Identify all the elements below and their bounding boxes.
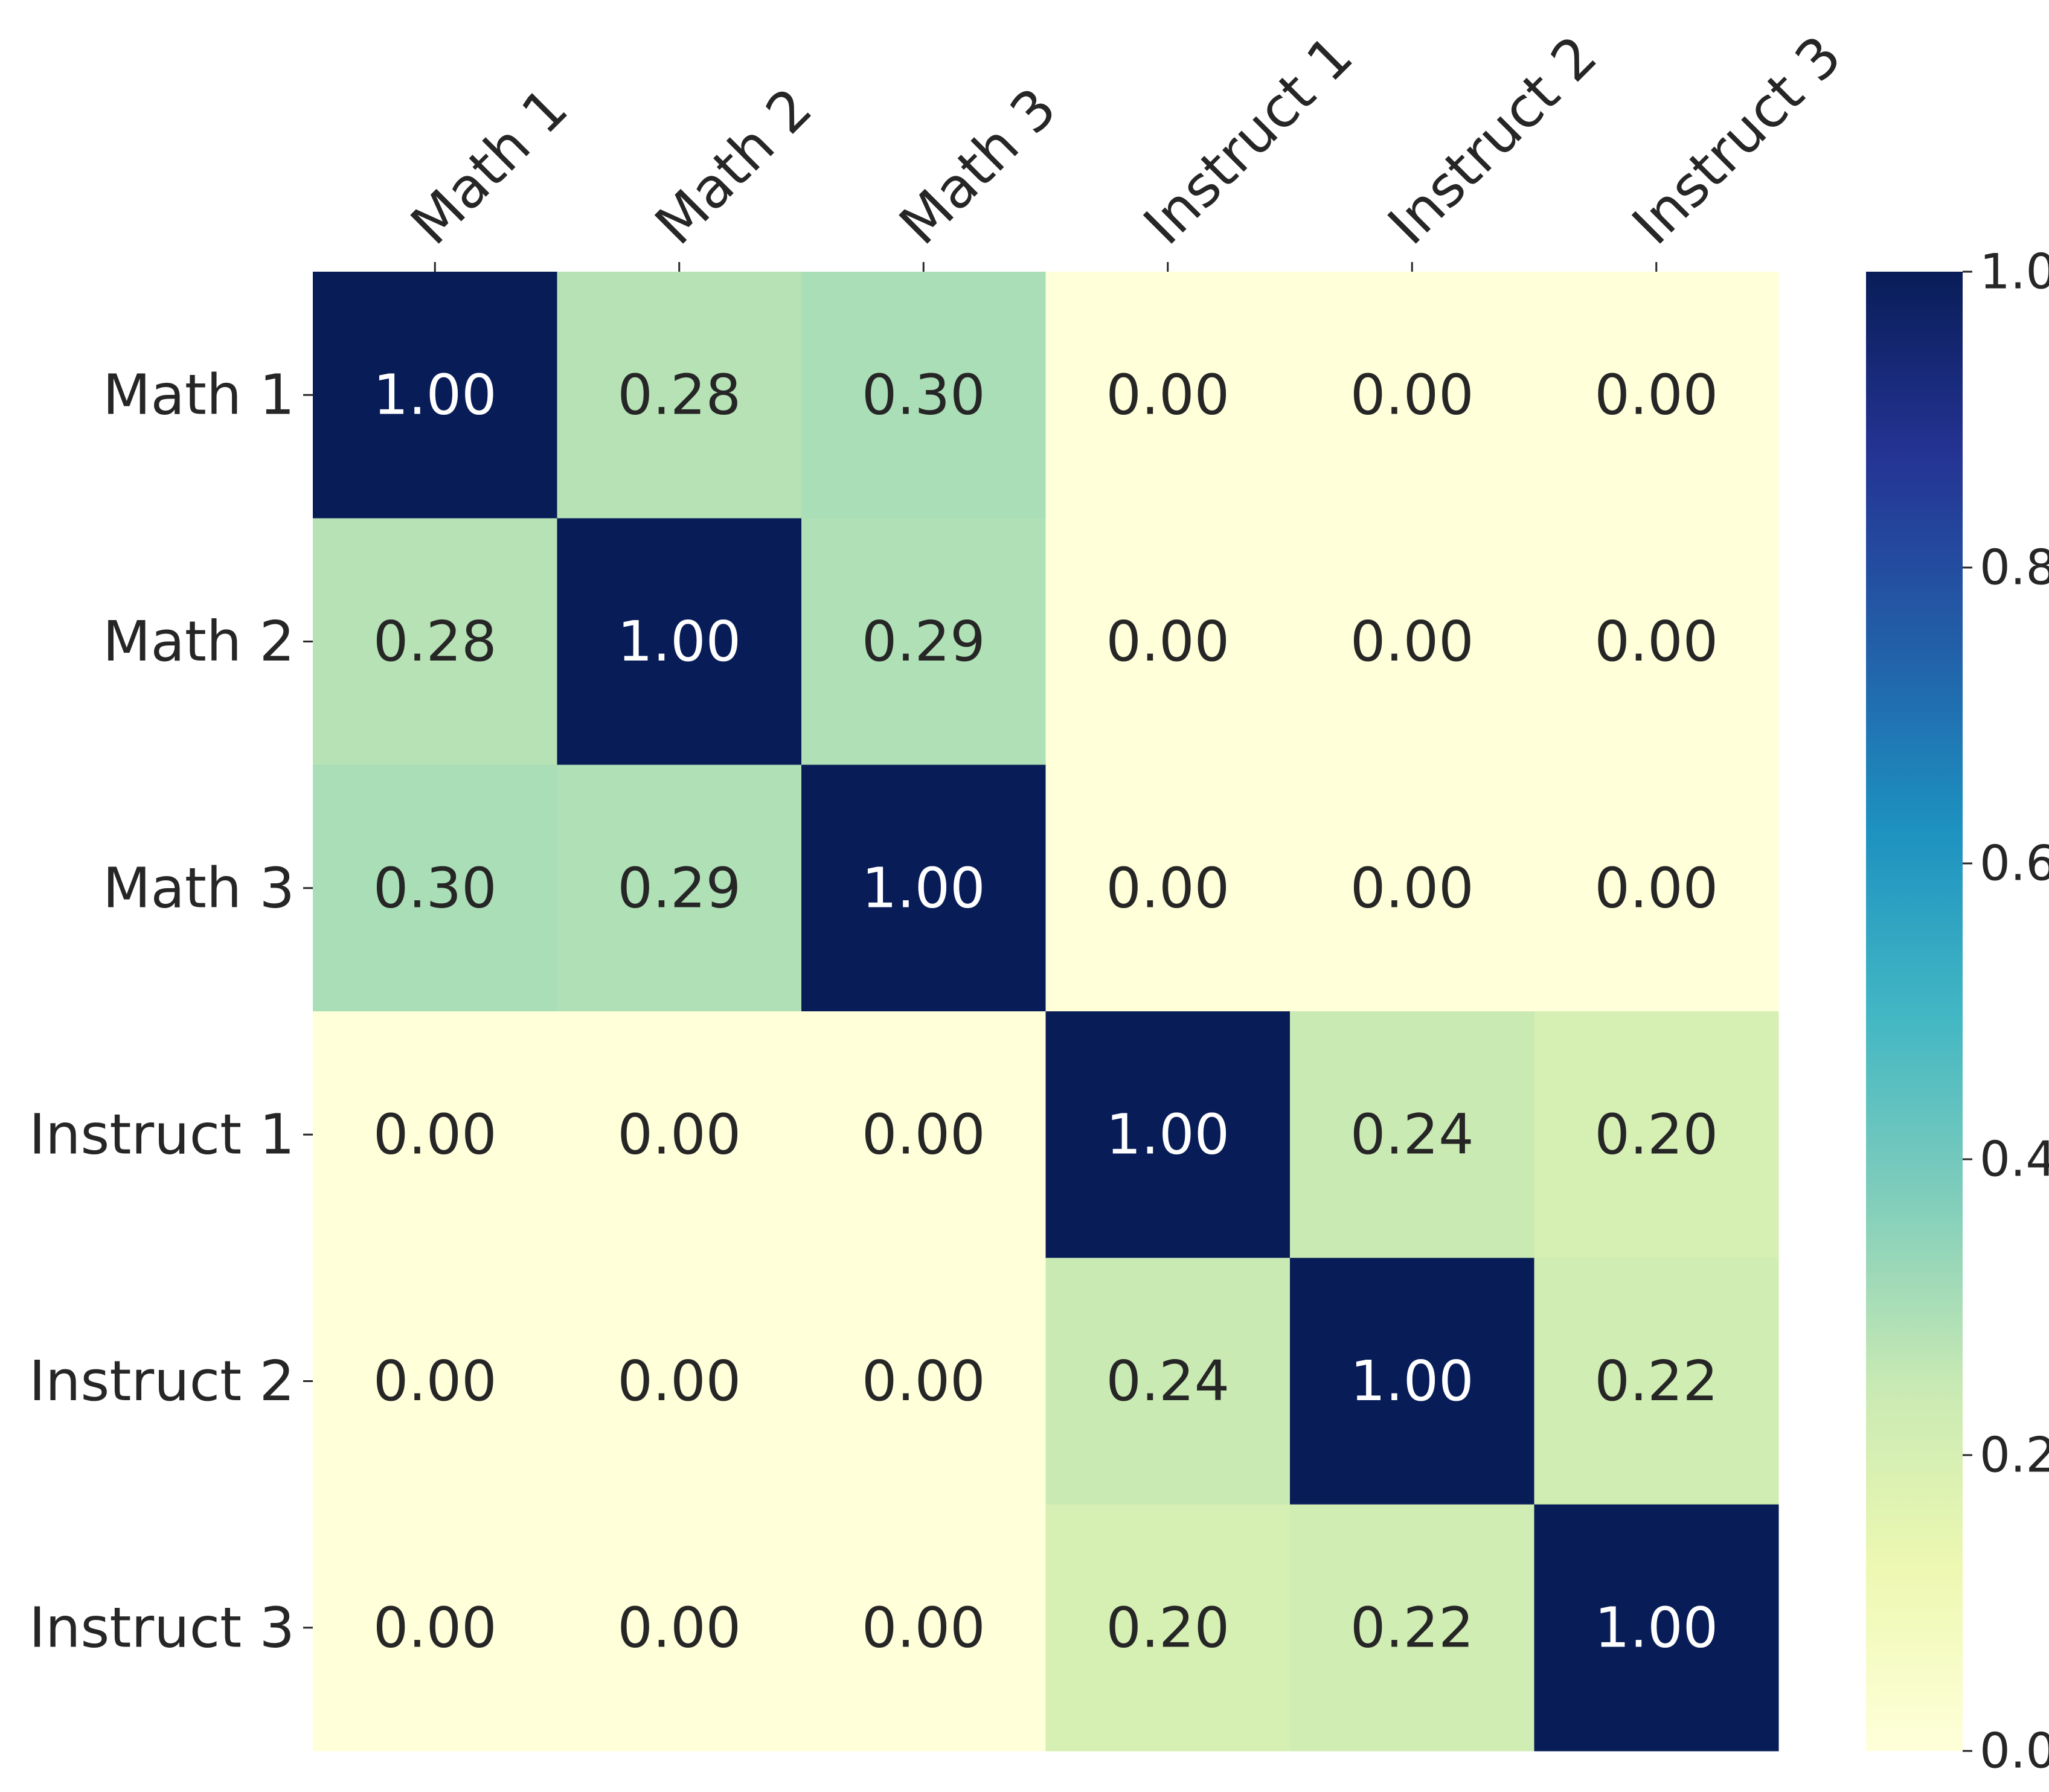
x-tick-label: Instruct 3 — [1620, 24, 1854, 257]
cell-value-label: 0.24 — [1106, 1349, 1230, 1413]
cell-value-label: 0.00 — [373, 1349, 497, 1413]
heatmap-cell — [1534, 764, 1779, 1012]
heatmap-cell — [801, 518, 1046, 766]
cell-value-label: 0.00 — [862, 1349, 986, 1413]
cell-value-label: 1.00 — [1594, 1595, 1718, 1660]
x-tick-label: Math 3 — [887, 75, 1068, 257]
cell-value-label: 0.00 — [1106, 856, 1230, 920]
heatmap-cell — [313, 518, 557, 766]
colorbar-tick-label: 0.6 — [1980, 836, 2049, 892]
cell-value-label: 0.00 — [373, 1102, 497, 1167]
heatmap-cell — [1290, 1504, 1534, 1752]
cell-value-label: 0.00 — [617, 1102, 741, 1167]
cell-value-label: 1.00 — [1106, 1102, 1230, 1167]
cell-value-label: 0.29 — [862, 609, 986, 674]
cell-value-label: 1.00 — [1350, 1349, 1474, 1413]
colorbar-tick-label: 1.0 — [1980, 244, 2049, 300]
colorbar-tick-label: 0.0 — [1980, 1723, 2049, 1779]
heatmap-cell — [1045, 764, 1291, 1012]
heatmap-cell — [1045, 272, 1291, 519]
heatmap-cell — [557, 764, 802, 1012]
y-tick-label: Math 2 — [103, 609, 295, 674]
cell-value-label: 0.00 — [617, 1349, 741, 1413]
x-tick-label: Instruct 2 — [1376, 24, 1609, 257]
heatmap-cell — [557, 518, 802, 766]
colorbar-ticks: 0.0 0.2 0.4 0.6 0.8 1.0 — [1963, 244, 2049, 1779]
cell-value-label: 0.28 — [617, 363, 741, 427]
heatmap-cell — [801, 764, 1046, 1012]
heatmap-cell — [1534, 272, 1779, 519]
cell-value-label: 0.22 — [1350, 1595, 1474, 1660]
heatmap-cell — [313, 1258, 557, 1505]
heatmap-cell — [1534, 518, 1779, 766]
cell-value-label: 0.30 — [373, 856, 497, 920]
heatmap-cell — [1534, 1258, 1779, 1505]
cell-value-label: 0.24 — [1350, 1102, 1474, 1167]
colorbar: 0.0 0.2 0.4 0.6 0.8 1.0 — [1866, 244, 2049, 1779]
cell-value-label: 0.22 — [1594, 1349, 1718, 1413]
cell-value-label: 0.00 — [1594, 609, 1718, 674]
cell-value-label: 0.00 — [862, 1102, 986, 1167]
y-tick-label: Math 1 — [103, 363, 295, 427]
heatmap-annotations: 1.00 0.28 0.30 0.00 0.00 0.00 0.28 1.00 0.29 0.00… — [373, 363, 1718, 1660]
cell-value-label: 0.00 — [1106, 609, 1230, 674]
x-axis-ticks: Math 1 Math 2 Math 3 Instruct 1 Instruct 2 In… — [399, 24, 1853, 272]
heatmap-cell — [1045, 1504, 1291, 1752]
cell-value-label: 0.00 — [373, 1595, 497, 1660]
heatmap-cell — [557, 1504, 802, 1752]
x-tick-label: Instruct 1 — [1132, 24, 1365, 257]
heatmap-cell — [557, 1011, 802, 1258]
cell-value-label: 0.30 — [862, 363, 986, 427]
y-tick-label: Instruct 1 — [29, 1102, 295, 1167]
heatmap-cell — [313, 272, 557, 519]
heatmap-cell — [801, 1258, 1046, 1505]
colorbar-gradient — [1866, 272, 1963, 1751]
heatmap-cell — [801, 1011, 1046, 1258]
heatmap-cell — [1534, 1011, 1779, 1258]
heatmap-cell — [1290, 1258, 1534, 1505]
heatmap-cell — [1045, 1258, 1291, 1505]
cell-value-label: 0.00 — [1106, 363, 1230, 427]
cell-value-label: 0.29 — [617, 856, 741, 920]
cell-value-label: 0.00 — [862, 1595, 986, 1660]
cell-value-label: 0.00 — [617, 1595, 741, 1660]
x-tick-label: Math 1 — [399, 75, 580, 257]
x-tick-label: Math 2 — [643, 75, 824, 257]
colorbar-tick-label: 0.4 — [1980, 1131, 2049, 1188]
cell-value-label: 0.00 — [1350, 609, 1474, 674]
heatmap-cell — [1290, 764, 1534, 1012]
cell-value-label: 1.00 — [617, 609, 741, 674]
heatmap-cell — [557, 1258, 802, 1505]
y-tick-label: Instruct 2 — [29, 1349, 295, 1413]
heatmap-cell — [1045, 518, 1291, 766]
cell-value-label: 0.28 — [373, 609, 497, 674]
colorbar-tick-label: 0.2 — [1980, 1427, 2049, 1483]
heatmap-cell — [313, 1504, 557, 1752]
heatmap-cell — [1290, 272, 1534, 519]
heatmap-cell — [1290, 1011, 1534, 1258]
y-tick-label: Math 3 — [103, 856, 295, 920]
heatmap-cell — [801, 272, 1046, 519]
heatmap-cells — [313, 272, 1779, 1752]
y-axis-ticks: Math 1 Math 2 Math 3 Instruct 1 Instruct 2 In… — [29, 363, 313, 1660]
heatmap-cell — [1290, 518, 1534, 766]
cell-value-label: 0.20 — [1594, 1102, 1718, 1167]
y-tick-label: Instruct 3 — [29, 1595, 295, 1660]
heatmap-cell — [1534, 1504, 1779, 1752]
heatmap-cell — [557, 272, 802, 519]
heatmap-cell — [313, 1011, 557, 1258]
colorbar-tick-label: 0.8 — [1980, 540, 2049, 596]
heatmap-cell — [1045, 1011, 1291, 1258]
cell-value-label: 0.00 — [1594, 856, 1718, 920]
cell-value-label: 0.00 — [1350, 856, 1474, 920]
cell-value-label: 0.00 — [1594, 363, 1718, 427]
cell-value-label: 1.00 — [862, 856, 986, 920]
heatmap-cell — [801, 1504, 1046, 1752]
cell-value-label: 1.00 — [373, 363, 497, 427]
cell-value-label: 0.00 — [1350, 363, 1474, 427]
cell-value-label: 0.20 — [1106, 1595, 1230, 1660]
heatmap-cell — [313, 764, 557, 1012]
